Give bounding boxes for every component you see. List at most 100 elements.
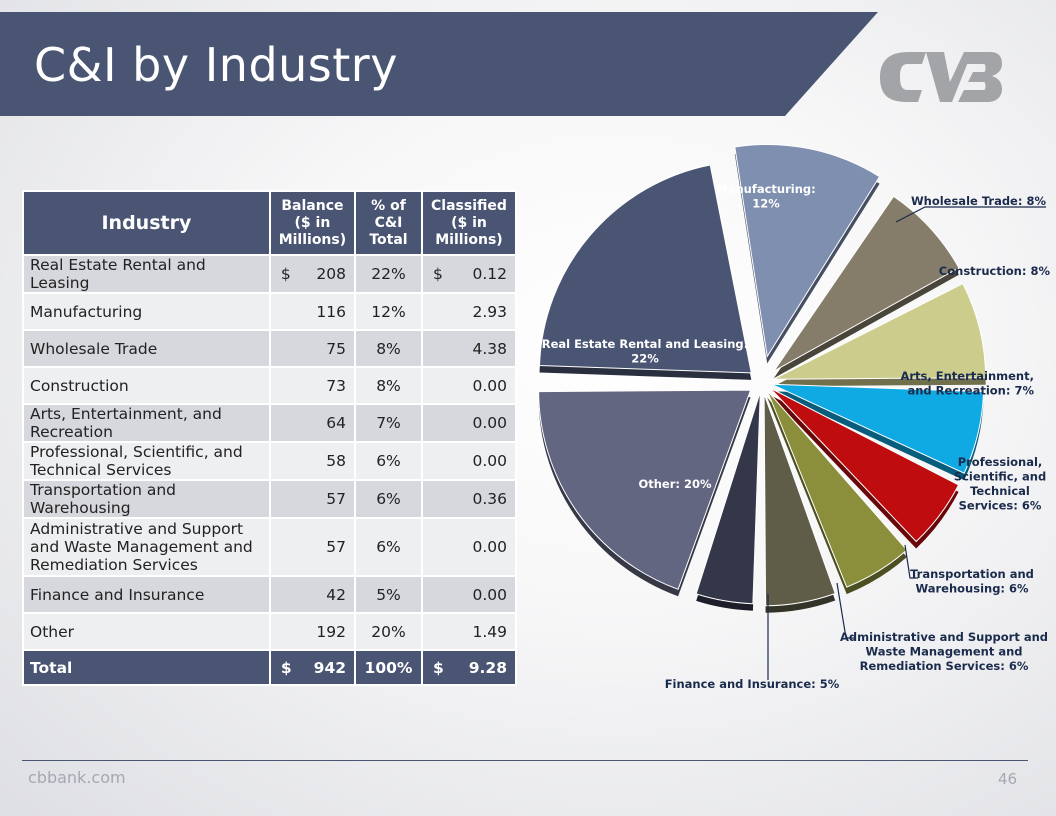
cell-classified: 0.00 [420,403,518,443]
pie-slice-label: Construction: 8% [939,264,1051,278]
cvb-logo [880,52,1002,102]
pie-slice [773,195,960,372]
cell-industry: Transportation and Warehousing [22,479,271,519]
cell-pct: 7% [354,403,423,443]
cell-industry: Administrative and Support and Waste Man… [22,517,271,577]
cell-balance: 42 [268,575,357,614]
page-title: C&I by Industry [34,38,398,92]
pie-slice-label: Finance and Insurance: 5% [665,677,840,691]
pie-slice-label: Remediation Services: 6% [860,659,1029,673]
cell-balance: 57 [268,479,357,519]
cell-pct: 5% [354,575,423,614]
pie-slice-label: Arts, Entertainment, [900,369,1034,383]
leader-line [904,544,918,579]
cell-balance: 192 [268,612,357,651]
header-industry: Industry [22,190,271,256]
cell-classified: 0.36 [420,479,518,519]
cell-industry: Professional, Scientific, and Technical … [22,441,271,481]
pie-slice [763,393,836,607]
pie-slice-label: and Recreation: 7% [907,384,1034,398]
cell-pct: 6% [354,441,423,481]
cell-classified: 4.38 [420,329,518,368]
title-banner [0,12,878,116]
table-row: Professional, Scientific, and Technical … [22,441,518,481]
cell-classified: 0.00 [420,366,518,405]
pie-slice [769,387,960,543]
table-row: Finance and Insurance 42 5% 0.00 [22,575,518,614]
cell-balance: 73 [268,366,357,405]
footer-website: cbbank.com [28,768,126,787]
header-balance: Balance ($ in Millions) [268,190,357,256]
pie-slice [766,390,908,588]
cell-pct: 8% [354,366,423,405]
cell-balance: 58 [268,441,357,481]
pie-slice-label: Waste Management and [865,645,1022,659]
total-pct: 100% [354,649,423,686]
pie-slice [734,144,881,358]
header-classified: Classified ($ in Millions) [420,190,518,256]
pie-slice [771,383,985,474]
pie-slice-label: Scientific, and [954,470,1046,484]
cell-industry: Wholesale Trade [22,329,271,368]
cell-classified: 1.49 [420,612,518,651]
cell-classified: 0.00 [420,575,518,614]
pie-slice-label: 22% [631,352,659,366]
table-header-row: Industry Balance ($ in Millions) % of C&… [22,190,518,256]
cell-pct: 22% [354,254,423,294]
cell-industry: Finance and Insurance [22,575,271,614]
pie-slice-label: Transportation and [910,567,1034,581]
cell-pct: 12% [354,292,423,331]
pie-slice [538,164,752,374]
table-body: Real Estate Rental and Leasing $208 22% $0.… [22,254,518,651]
cell-pct: 20% [354,612,423,651]
cell-balance: 57 [268,517,357,577]
pie-slice-label: Warehousing: 6% [915,582,1029,596]
pie-slice-label: Manufacturing: [716,182,815,196]
cell-classified: 0.00 [420,517,518,577]
cell-pct: 8% [354,329,423,368]
cell-balance: 75 [268,329,357,368]
cell-industry: Arts, Entertainment, and Recreation [22,403,271,443]
table-row: Construction 73 8% 0.00 [22,366,518,405]
cell-industry: Construction [22,366,271,405]
total-classified: $ 9.28 [420,649,518,686]
pie-slice [695,391,761,605]
table-row: Transportation and Warehousing 57 6% 0.36 [22,479,518,519]
cell-balance: $208 [268,254,357,294]
cell-industry: Other [22,612,271,651]
cell-pct: 6% [354,479,423,519]
footer-divider [22,760,1028,761]
table-row: Administrative and Support and Waste Man… [22,517,518,577]
total-balance: $ 942 [268,649,357,686]
header-pct: % of C&I Total [354,190,423,256]
industry-table: Industry Balance ($ in Millions) % of C&… [22,190,518,686]
cell-industry: Real Estate Rental and Leasing [22,254,271,294]
cell-classified: 0.00 [420,441,518,481]
total-label: Total [22,649,271,686]
table-row: Other 192 20% 1.49 [22,612,518,651]
cell-pct: 6% [354,517,423,577]
leader-line [895,206,1046,223]
cell-classified: 2.93 [420,292,518,331]
cell-balance: 116 [268,292,357,331]
table-row: Wholesale Trade 75 8% 4.38 [22,329,518,368]
cell-industry: Manufacturing [22,292,271,331]
table-row: Arts, Entertainment, and Recreation 64 7% 0… [22,403,518,443]
pie-slice-label: Administrative and Support and [840,630,1048,644]
table-row: Manufacturing 116 12% 2.93 [22,292,518,331]
pie-slice [538,389,752,590]
pie-slice-label: Other: 20% [638,477,712,491]
table-total-row: Total $ 942 100% $ 9.28 [22,649,518,686]
pie-slice-label: Services: 6% [959,499,1042,513]
pie-slice-label: Wholesale Trade: 8% [911,194,1047,208]
table-row: Real Estate Rental and Leasing $208 22% $0.… [22,254,518,294]
pie-slice-label: Technical [970,484,1030,498]
leader-line [836,582,854,639]
page-number: 46 [998,770,1018,788]
pie-slice-label: Professional, [958,455,1043,469]
cell-balance: 64 [268,403,357,443]
pie-slice-label: 12% [752,197,780,211]
pie-slice-label: Real Estate Rental and Leasing: [542,337,749,351]
cell-classified: $0.12 [420,254,518,294]
